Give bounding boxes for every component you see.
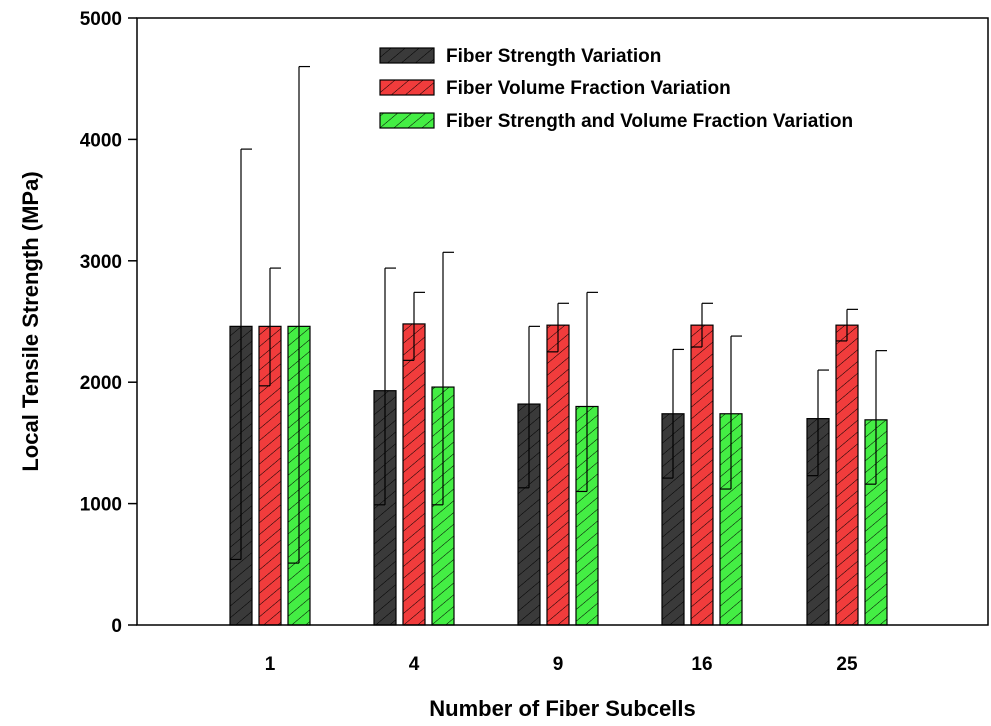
legend-label: Fiber Strength and Volume Fraction Varia…: [446, 111, 853, 132]
bar-hatch: [547, 325, 569, 625]
bar: [719, 413, 743, 626]
error-bar: [691, 302, 713, 348]
bar: [517, 403, 541, 626]
x-axis-title: Number of Fiber Subcells: [429, 696, 696, 721]
bar-hatch: [432, 387, 454, 625]
bar: [402, 323, 426, 626]
error-bar: [374, 267, 396, 506]
x-tick-label: 1: [265, 654, 276, 675]
bar: [575, 405, 599, 626]
bar: [864, 419, 888, 626]
legend-item: Fiber Strength and Volume Fraction Varia…: [379, 111, 853, 132]
error-bar: [432, 251, 454, 506]
error-bar: [259, 267, 281, 387]
bar-hatch: [403, 323, 425, 625]
error-bars: [230, 65, 887, 564]
legend-label: Fiber Strength Variation: [446, 46, 661, 67]
y-tick-label: 0: [111, 616, 122, 637]
legend-item: Fiber Strength Variation: [379, 46, 661, 67]
bar: [258, 325, 282, 626]
bar: [835, 324, 859, 626]
y-axis-ticks: 0 1000 2000 3000 4000 5000: [80, 9, 137, 637]
error-bar: [807, 369, 829, 477]
x-axis-ticks: 1 4 9 16 25: [265, 654, 858, 675]
x-tick-label: 4: [409, 654, 420, 675]
error-bar: [576, 291, 598, 493]
bar-hatch: [374, 390, 396, 625]
y-axis-title: Local Tensile Strength (MPa): [18, 171, 43, 471]
legend: Fiber Strength Variation Fiber Volume Fra…: [379, 46, 853, 132]
error-bar: [230, 148, 252, 561]
error-bar: [720, 335, 742, 490]
bar-hatch: [576, 406, 598, 625]
y-tick-label: 1000: [80, 495, 122, 516]
y-tick-label: 3000: [80, 252, 122, 273]
bar-hatch: [836, 325, 858, 625]
error-bar: [518, 325, 540, 489]
bar: [431, 386, 455, 626]
bars: [229, 323, 888, 626]
bar-hatch: [518, 404, 540, 625]
error-bar: [403, 291, 425, 361]
bar-hatch: [662, 413, 684, 625]
bar-hatch: [691, 325, 713, 625]
legend-label: Fiber Volume Fraction Variation: [446, 78, 731, 99]
error-bar: [547, 302, 569, 353]
plot-frame: [136, 17, 989, 626]
bar-hatch: [259, 326, 281, 625]
error-bar: [865, 350, 887, 485]
x-tick-label: 16: [691, 654, 712, 675]
error-bar: [288, 65, 310, 564]
legend-item: Fiber Volume Fraction Variation: [379, 78, 731, 99]
bar: [546, 324, 570, 626]
y-tick-label: 4000: [80, 130, 122, 151]
y-tick-label: 2000: [80, 373, 122, 394]
bar: [806, 418, 830, 626]
bar-hatch: [720, 413, 742, 625]
x-tick-label: 25: [836, 654, 858, 675]
error-bar: [662, 348, 684, 479]
y-tick-label: 5000: [80, 9, 122, 30]
bar-hatch: [807, 418, 829, 625]
error-bar: [836, 308, 858, 342]
bar: [690, 324, 714, 626]
x-tick-label: 9: [553, 654, 564, 675]
bar-hatch: [865, 419, 887, 625]
